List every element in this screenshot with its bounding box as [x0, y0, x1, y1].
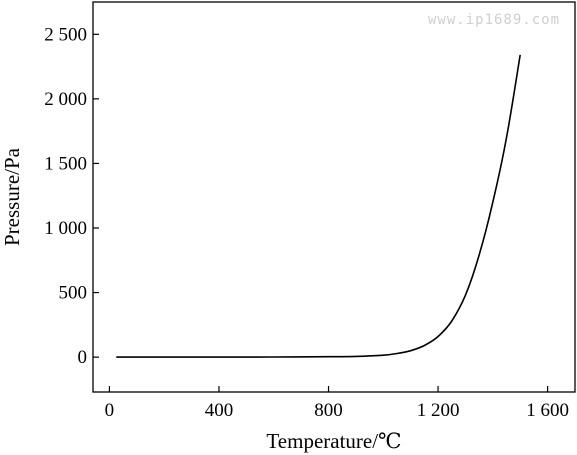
x-tick-label: 1 200 [417, 400, 460, 421]
plot-area-frame [92, 1, 576, 393]
x-tick-label: 800 [314, 400, 343, 421]
y-tick-label: 1 000 [44, 218, 87, 239]
x-tick-label: 1 600 [526, 400, 569, 421]
x-tick-label: 0 [105, 400, 115, 421]
y-axis-title: Pressure/Pa [0, 147, 24, 246]
watermark: www.ip1689.com [428, 12, 560, 28]
y-tick-label: 0 [78, 347, 88, 368]
x-tick-label: 400 [205, 400, 234, 421]
y-tick-label: 1 500 [44, 153, 87, 174]
y-tick-label: 2 500 [44, 24, 87, 45]
pressure-curve [116, 54, 521, 358]
y-axis: 0 500 1 000 1 500 2 000 2 500 [44, 24, 99, 368]
x-axis: 0 400 800 1 200 1 600 [105, 386, 569, 421]
x-axis-title: Temperature/℃ [266, 429, 401, 453]
y-tick-label: 500 [59, 283, 88, 304]
y-tick-label: 2 000 [44, 89, 87, 110]
